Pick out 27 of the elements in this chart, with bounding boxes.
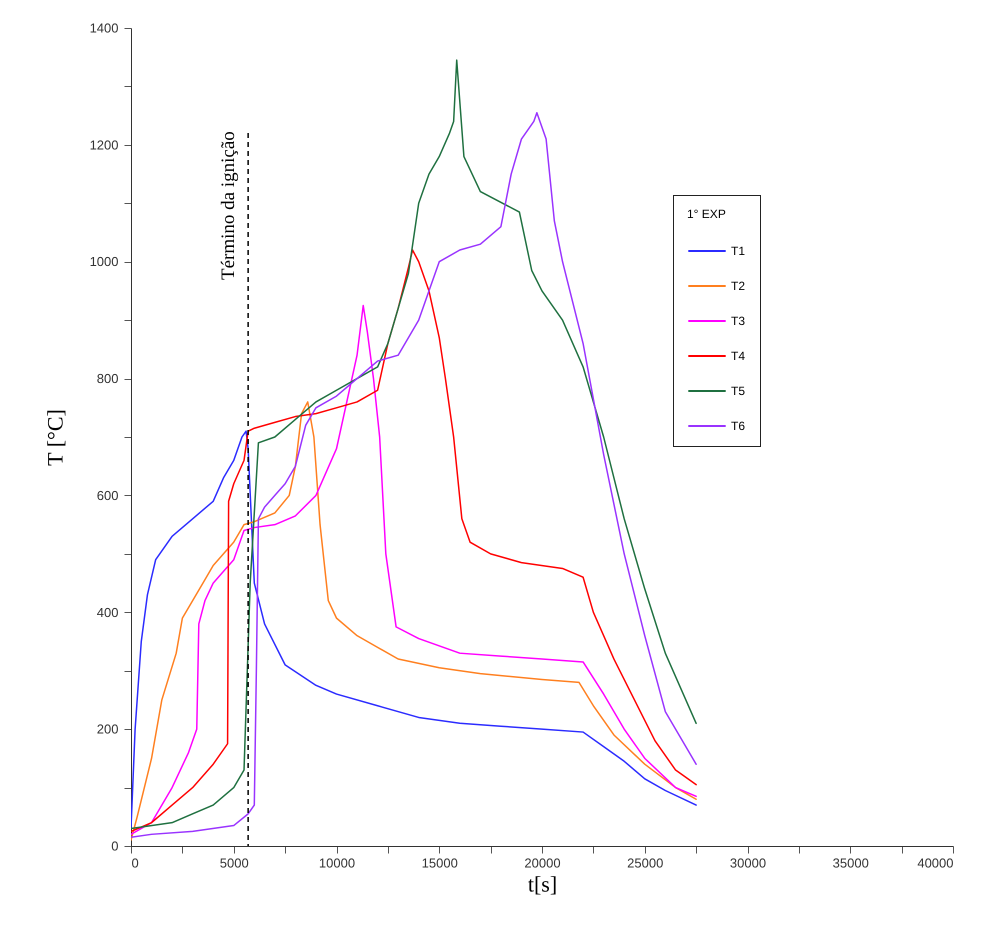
y-tick-label: 200 [96, 722, 118, 737]
x-tick-label: 15000 [422, 856, 458, 870]
legend-label: T5 [731, 384, 746, 398]
y-tick-label: 600 [96, 488, 118, 503]
x-tick-label: 35000 [832, 856, 869, 870]
x-tick-label: 0 [132, 856, 139, 870]
y-tick-label: 800 [96, 371, 118, 386]
x-tick-label: 10000 [318, 856, 356, 870]
legend-label: T1 [731, 244, 746, 258]
y-axis-title: T [°C] [42, 409, 68, 466]
legend-label: T4 [731, 349, 746, 363]
y-tick-label: 0 [111, 838, 118, 854]
x-tick-label: 30000 [730, 856, 766, 870]
x-axis-title: t[s] [528, 872, 558, 896]
x-tick-label: 20000 [524, 856, 561, 870]
x-tick-label: 5000 [220, 856, 249, 870]
legend-label: T2 [731, 279, 746, 293]
legend-label: T6 [731, 419, 746, 433]
y-tick-label: 400 [96, 604, 118, 620]
legend-label: T3 [731, 314, 746, 328]
y-tick-label: 1000 [90, 254, 118, 270]
x-tick-label: 40000 [917, 856, 954, 870]
ref-line-label: Término da ignição [218, 131, 240, 280]
y-tick-label: 1200 [90, 137, 118, 152]
x-tick-label: 25000 [627, 856, 664, 870]
legend-title: 1° EXP [687, 207, 726, 221]
y-tick-label: 1400 [90, 20, 118, 36]
